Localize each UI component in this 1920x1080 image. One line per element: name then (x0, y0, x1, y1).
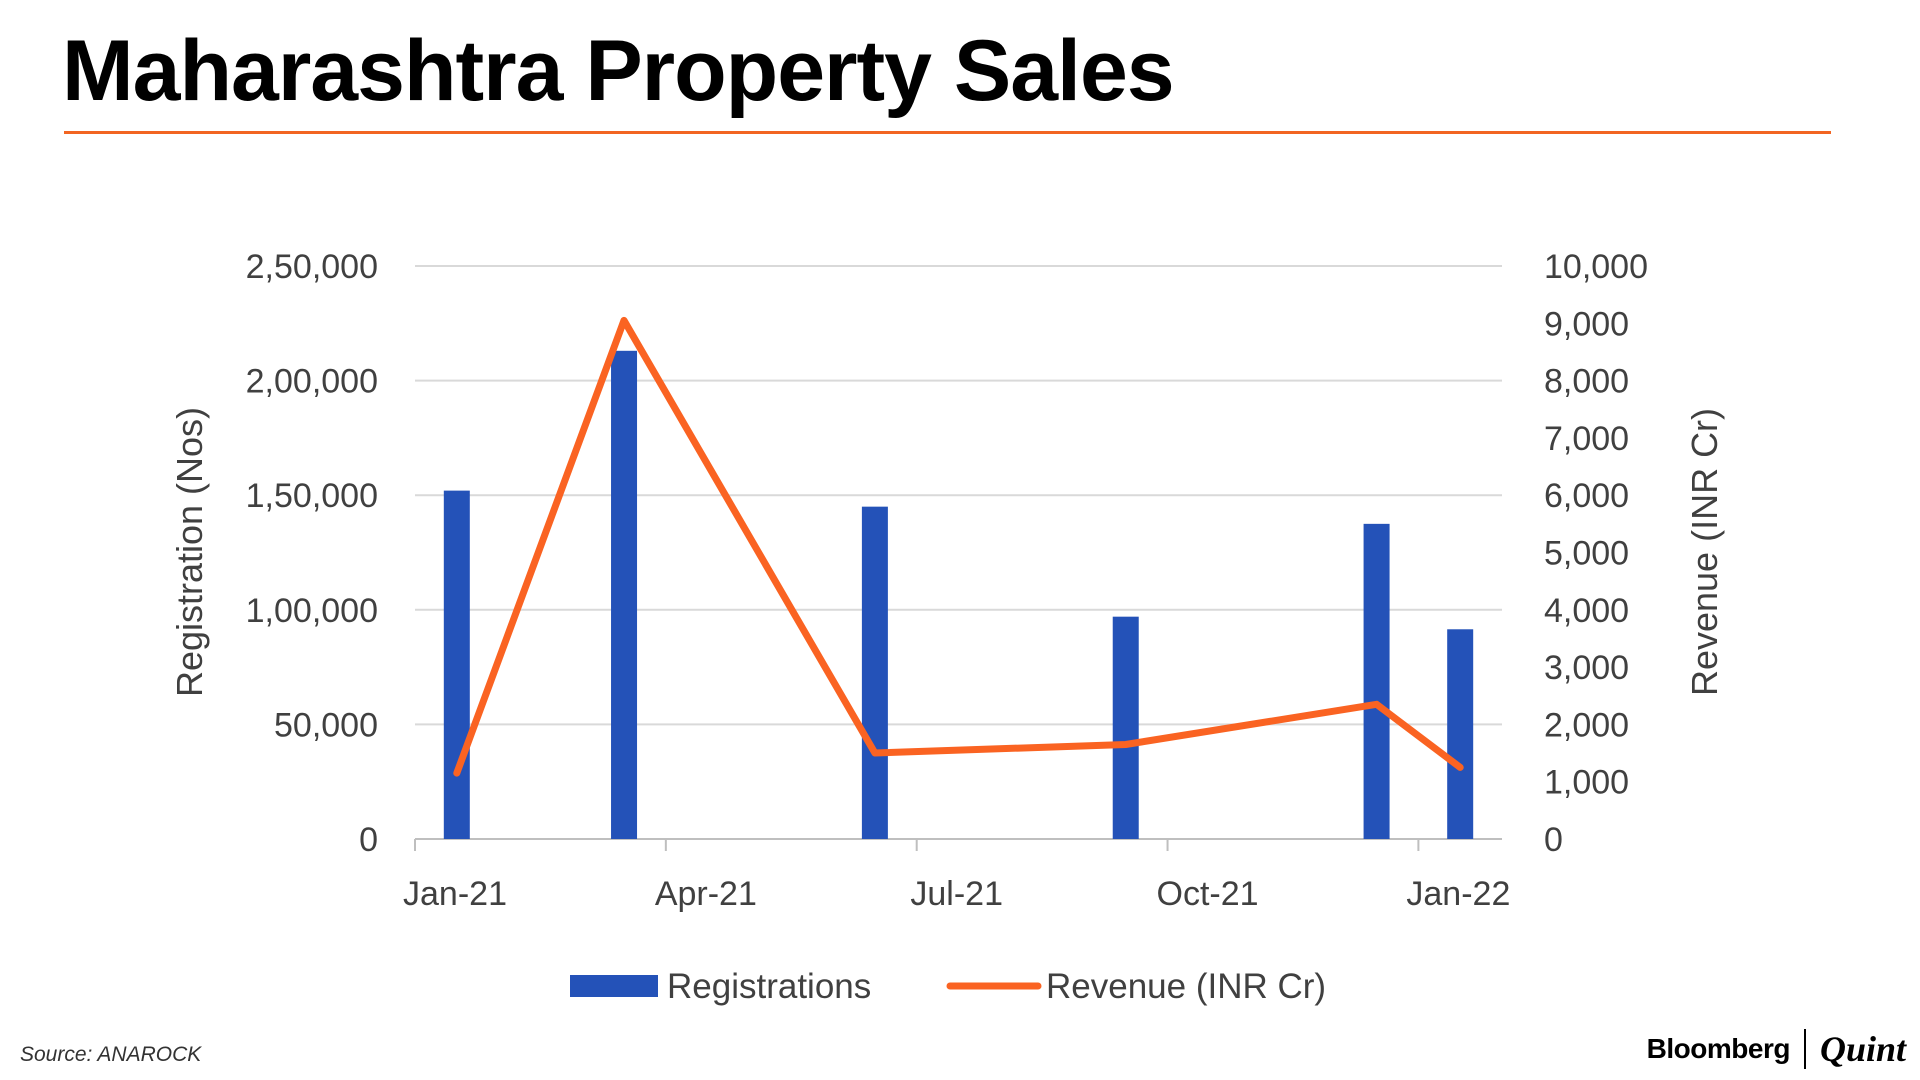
y2-tick-label: 4,000 (1544, 592, 1629, 630)
y-axis-label: Registration (Nos) (169, 407, 210, 697)
bar-registrations (611, 350, 638, 839)
y2-tick-label: 0 (1544, 821, 1563, 859)
bar-registrations (443, 490, 470, 839)
page-title: Maharashtra Property Sales (62, 23, 1175, 119)
y-tick-label: 50,000 (274, 706, 378, 744)
y-tick-label: 2,50,000 (246, 248, 378, 286)
bar-registrations (861, 506, 888, 839)
x-tick-label: Jan-22 (1406, 875, 1510, 913)
y2-tick-label: 9,000 (1544, 305, 1629, 343)
x-tick-label: Apr-21 (655, 875, 757, 913)
bar-registrations (1447, 629, 1474, 839)
y2-axis-label: Revenue (INR Cr) (1684, 408, 1725, 696)
brand-logo: Bloomberg Quint (1647, 1028, 1906, 1070)
line-revenue (453, 316, 1464, 777)
x-tick-label: Jul-21 (910, 875, 1003, 913)
y2-tick-label: 1,000 (1544, 764, 1629, 802)
y2-tick-label: 8,000 (1544, 363, 1629, 401)
title-underline (64, 131, 1831, 134)
y-tick-label: 1,00,000 (246, 592, 378, 630)
y-tick-label: 0 (359, 821, 378, 859)
brand-bloomberg: Bloomberg (1646, 1033, 1791, 1064)
y2-tick-label: 3,000 (1544, 649, 1629, 687)
brand-quint: Quint (1819, 1029, 1906, 1069)
x-tick-label: Oct-21 (1157, 875, 1259, 913)
x-tick-label: Jan-21 (403, 875, 507, 913)
bar-registrations (1363, 523, 1390, 839)
y2-tick-label: 2,000 (1544, 706, 1629, 744)
y2-tick-label: 6,000 (1544, 477, 1629, 515)
brand-divider (1803, 1029, 1806, 1069)
y-tick-label: 2,00,000 (246, 363, 378, 401)
source-note: Source: ANAROCK (20, 1043, 202, 1066)
legend-label-revenue: Revenue (INR Cr) (1046, 967, 1326, 1006)
y-tick-label: 1,50,000 (246, 477, 378, 515)
y2-tick-label: 5,000 (1544, 535, 1629, 573)
bar-registrations (1112, 616, 1139, 839)
y2-tick-label: 7,000 (1544, 420, 1629, 458)
legend-label-registrations: Registrations (667, 967, 871, 1006)
legend-swatch-registrations (570, 975, 658, 997)
y2-tick-label: 10,000 (1544, 248, 1648, 286)
